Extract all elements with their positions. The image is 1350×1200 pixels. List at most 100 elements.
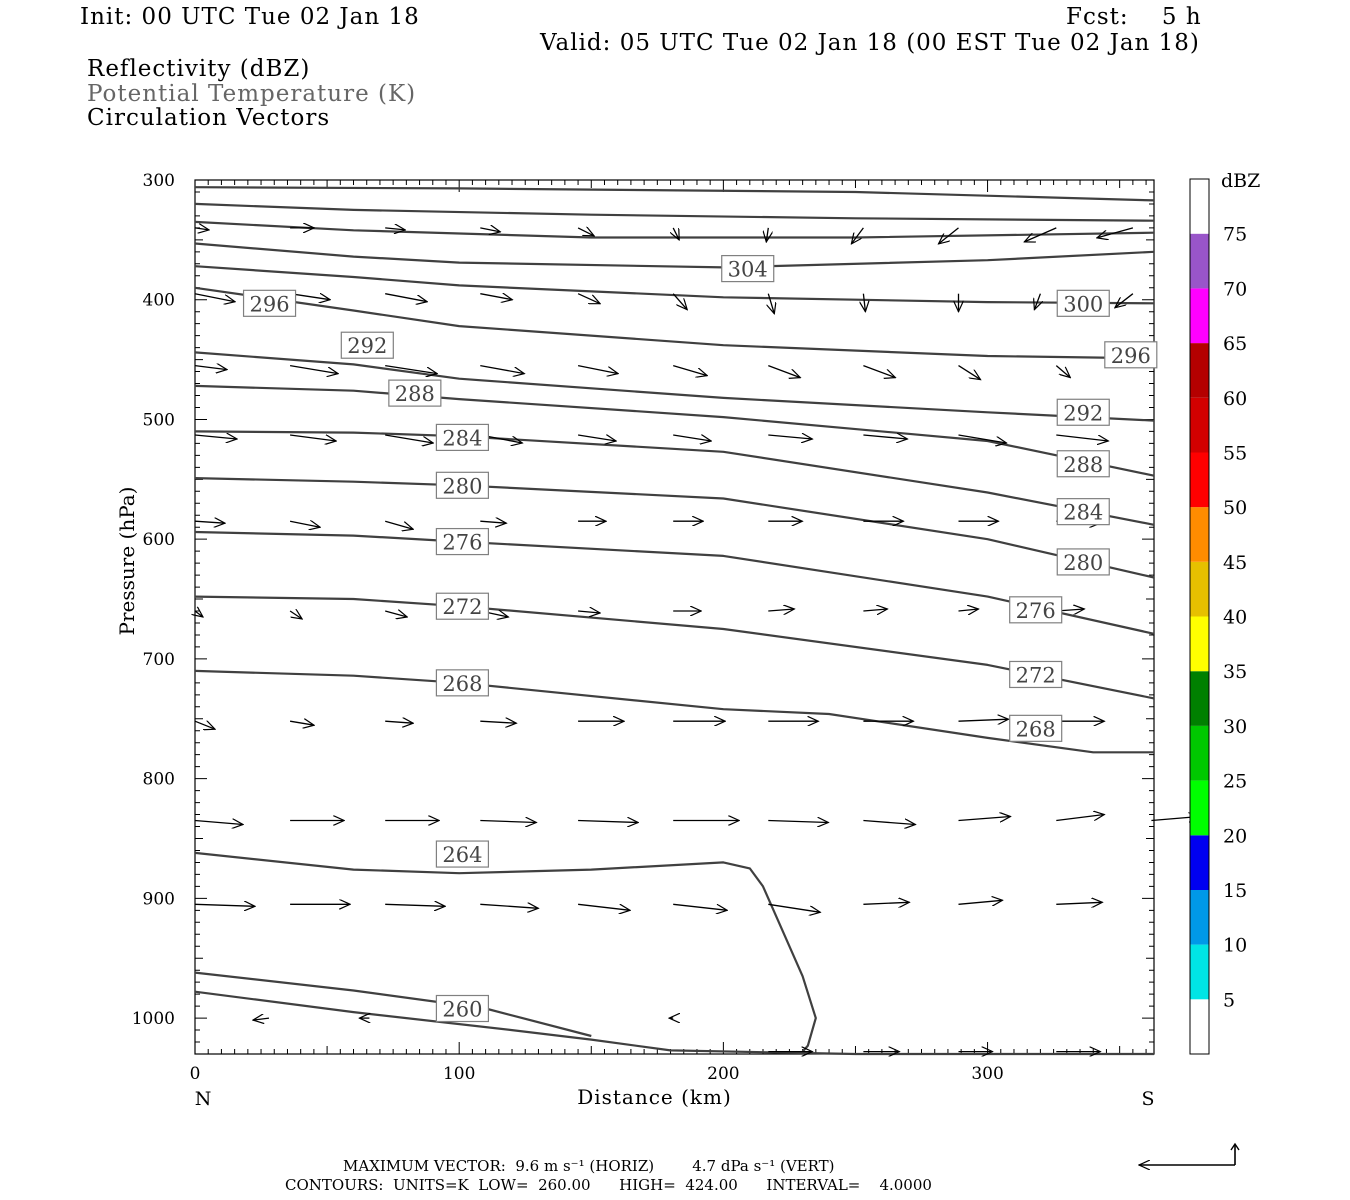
- contour-label-text: 260: [442, 998, 482, 1022]
- x-tick-label: 200: [707, 1064, 739, 1084]
- contour-label-box: [435, 592, 490, 620]
- vector-arrow: [958, 817, 1011, 821]
- vector-arrow: [863, 902, 909, 904]
- vector-arrow: [289, 721, 314, 725]
- isentrope-line: [194, 851, 817, 1053]
- colorbar-level: 15: [1223, 880, 1247, 902]
- vector-arrow: [290, 434, 336, 441]
- colorbar-level: 30: [1223, 716, 1247, 738]
- vector-arrow: [766, 227, 768, 242]
- contour-label-text: 272: [1016, 663, 1056, 687]
- vector-arrow: [480, 294, 512, 300]
- colorbar-level: 70: [1223, 278, 1247, 300]
- vector-arrow: [480, 721, 516, 723]
- vector-arrow: [1056, 815, 1104, 822]
- isentrope-line: [194, 669, 1154, 754]
- contour-label-box: [435, 423, 490, 452]
- circulation-vectors: [195, 228, 1199, 1052]
- contour-labels: 260 264 268 268 272 272 276 276 280 280 284 284 288 2…: [242, 254, 1158, 1023]
- vector-arrow: [385, 520, 413, 529]
- vector-arrow: [1115, 293, 1134, 308]
- contour-label-text: 264: [442, 843, 482, 867]
- y-tick-label: 700: [143, 650, 175, 670]
- vector-arrow: [385, 904, 445, 906]
- isentrope-line: [194, 477, 1155, 579]
- contour-label-box: [435, 527, 490, 556]
- field-potential-temperature: Potential Temperature (K): [87, 81, 417, 107]
- isentrope-line: [194, 384, 1155, 477]
- colorbar-segment: [1190, 343, 1209, 398]
- colorbar-segment: [1190, 999, 1209, 1054]
- contour-label: 292: [1056, 398, 1110, 426]
- contour-label-box: [435, 840, 490, 868]
- contour-label: 268: [1009, 714, 1063, 742]
- vector-arrow: [480, 364, 524, 374]
- contour-label-text: 268: [1016, 717, 1056, 741]
- contour-label-text: 292: [347, 334, 387, 358]
- vector-arrow: [577, 435, 616, 441]
- contour-label-text: 300: [1063, 292, 1103, 316]
- vector-arrow: [289, 521, 320, 527]
- colorbar-level: 25: [1223, 771, 1247, 793]
- x-tick-label: 100: [443, 1064, 475, 1084]
- vector-arrow: [194, 228, 209, 230]
- vector-arrow: [194, 366, 227, 370]
- vector-arrow: [480, 904, 538, 908]
- vector-arrow: [673, 364, 707, 376]
- isentrope-contours: [194, 186, 1155, 1056]
- colorbar-level: 65: [1223, 333, 1247, 355]
- contour-label-box: [242, 289, 297, 317]
- contour-label: 304: [721, 254, 775, 283]
- colorbar-segment: [1190, 944, 1209, 1000]
- colorbar-segment: [1190, 835, 1209, 890]
- contour-label-text: 288: [1063, 453, 1103, 477]
- contour-label-text: 284: [1063, 501, 1103, 525]
- vector-arrow: [958, 434, 1007, 443]
- isentrope-line: [194, 286, 1155, 360]
- contour-label-text: 276: [1016, 599, 1056, 623]
- contour-label: 272: [1009, 660, 1063, 689]
- y-tick-label: 1000: [132, 1009, 175, 1029]
- vector-arrow: [1055, 365, 1070, 378]
- contour-label-box: [340, 331, 394, 359]
- colorbar-level: 20: [1223, 825, 1247, 847]
- vector-arrow: [863, 435, 907, 439]
- isentrope-line: [194, 351, 1155, 422]
- x-tick-label: 300: [971, 1064, 1003, 1084]
- isentrope-line: [194, 265, 1155, 305]
- colorbar-segment: [1190, 452, 1209, 508]
- vector-arrow: [768, 364, 800, 378]
- contour-label: 288: [1056, 450, 1110, 478]
- vector-arrow: [577, 364, 618, 374]
- colorbar-title: dBZ: [1221, 170, 1260, 192]
- forecast-hour: Fcst: 5 h: [1066, 4, 1202, 30]
- contour-label: 296: [1104, 341, 1158, 369]
- y-tick-label: 900: [143, 889, 175, 909]
- x-axis-title: Distance (km): [577, 1085, 732, 1109]
- y-tick-label: 800: [143, 770, 175, 790]
- vector-arrow: [289, 611, 302, 619]
- colorbar-segment: [1190, 671, 1209, 726]
- vector-arrow: [672, 293, 687, 310]
- endpoint-right: S: [1141, 1088, 1154, 1110]
- contour-label-box: [1056, 450, 1110, 478]
- vector-arrow: [768, 903, 820, 912]
- contour-label-text: 304: [728, 258, 768, 282]
- vector-arrow: [768, 609, 794, 611]
- colorbar-segment: [1190, 780, 1209, 836]
- max-vector-info: MAXIMUM VECTOR: 9.6 m s⁻¹ (HORIZ) 4.7 dP…: [343, 1157, 835, 1175]
- contour-label-text: 276: [442, 531, 482, 555]
- contour-label: 268: [435, 669, 490, 697]
- vector-arrow: [863, 364, 895, 378]
- colorbar-segment: [1190, 397, 1209, 453]
- contour-label-box: [1056, 498, 1110, 526]
- contour-label-box: [1056, 398, 1110, 426]
- colorbar-level: 50: [1223, 497, 1247, 519]
- colorbar-level: 75: [1223, 224, 1247, 246]
- field-reflectivity: Reflectivity (dBZ): [87, 56, 311, 82]
- contour-label-text: 296: [250, 292, 290, 316]
- contour-label-box: [1056, 289, 1110, 317]
- vector-arrow: [1056, 902, 1102, 904]
- contour-label: 276: [435, 527, 490, 556]
